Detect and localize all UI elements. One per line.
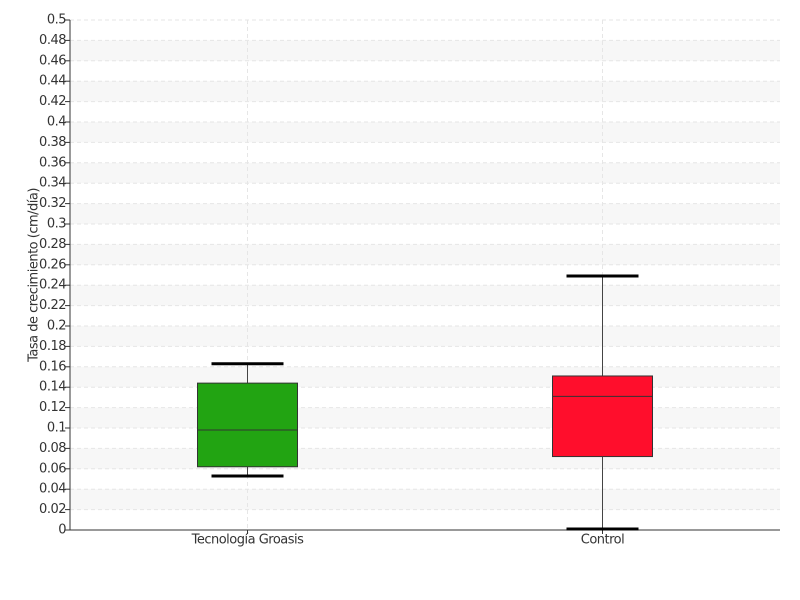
y-tick-label: 0.16 [39,359,66,374]
y-tick-label: 0.34 [39,176,66,191]
plot-band [70,489,780,510]
plot-band [70,122,780,143]
plot-bands [70,40,780,510]
x-tick-label: Tecnología Groasis [191,533,305,548]
y-tick-label: 0.18 [39,339,66,354]
y-tick-label: 0.32 [39,196,66,211]
plot-band [70,244,780,265]
y-tick-label: 0.22 [39,298,66,313]
plot-band [70,40,780,61]
y-tick-label: 0.12 [39,400,66,415]
y-tick-label: 0.42 [39,94,66,109]
y-tick-label: 0.14 [39,380,66,395]
y-tick-label: 0.48 [39,33,66,48]
y-tick-label: 0.08 [39,441,66,456]
plot-band [70,285,780,306]
y-tick-label: 0.02 [39,502,66,517]
y-tick-label: 0.36 [39,155,66,170]
y-tick-label: 0.46 [39,53,66,68]
y-tick-label: 0.44 [39,74,66,89]
plot-band [70,326,780,347]
plot-band [70,81,780,102]
y-tick-label: 0.3 [47,217,66,232]
x-tick-label: Control [581,533,625,548]
y-tick-label: 0.5 [47,13,66,28]
y-tick-label: 0.26 [39,257,66,272]
plot-band [70,162,780,184]
y-tick-label: 0.04 [39,482,66,497]
y-tick-label: 0.06 [39,461,66,476]
plot-band [70,366,780,388]
plot-band [70,448,780,469]
y-tick-label: 0 [58,523,66,538]
y-tick-label: 0.4 [47,115,66,130]
y-tick-label: 0.2 [47,319,66,334]
y-axis-label: Tasa de crecimiento (cm/día) [27,188,42,363]
y-tick-label: 0.24 [39,278,66,293]
y-tick-label: 0.1 [47,421,66,436]
plot-band [70,407,780,428]
box [552,375,653,458]
y-tick-label: 0.38 [39,135,66,150]
box [197,382,298,468]
plot-band [70,203,780,224]
y-tick-label: 0.28 [39,237,66,252]
